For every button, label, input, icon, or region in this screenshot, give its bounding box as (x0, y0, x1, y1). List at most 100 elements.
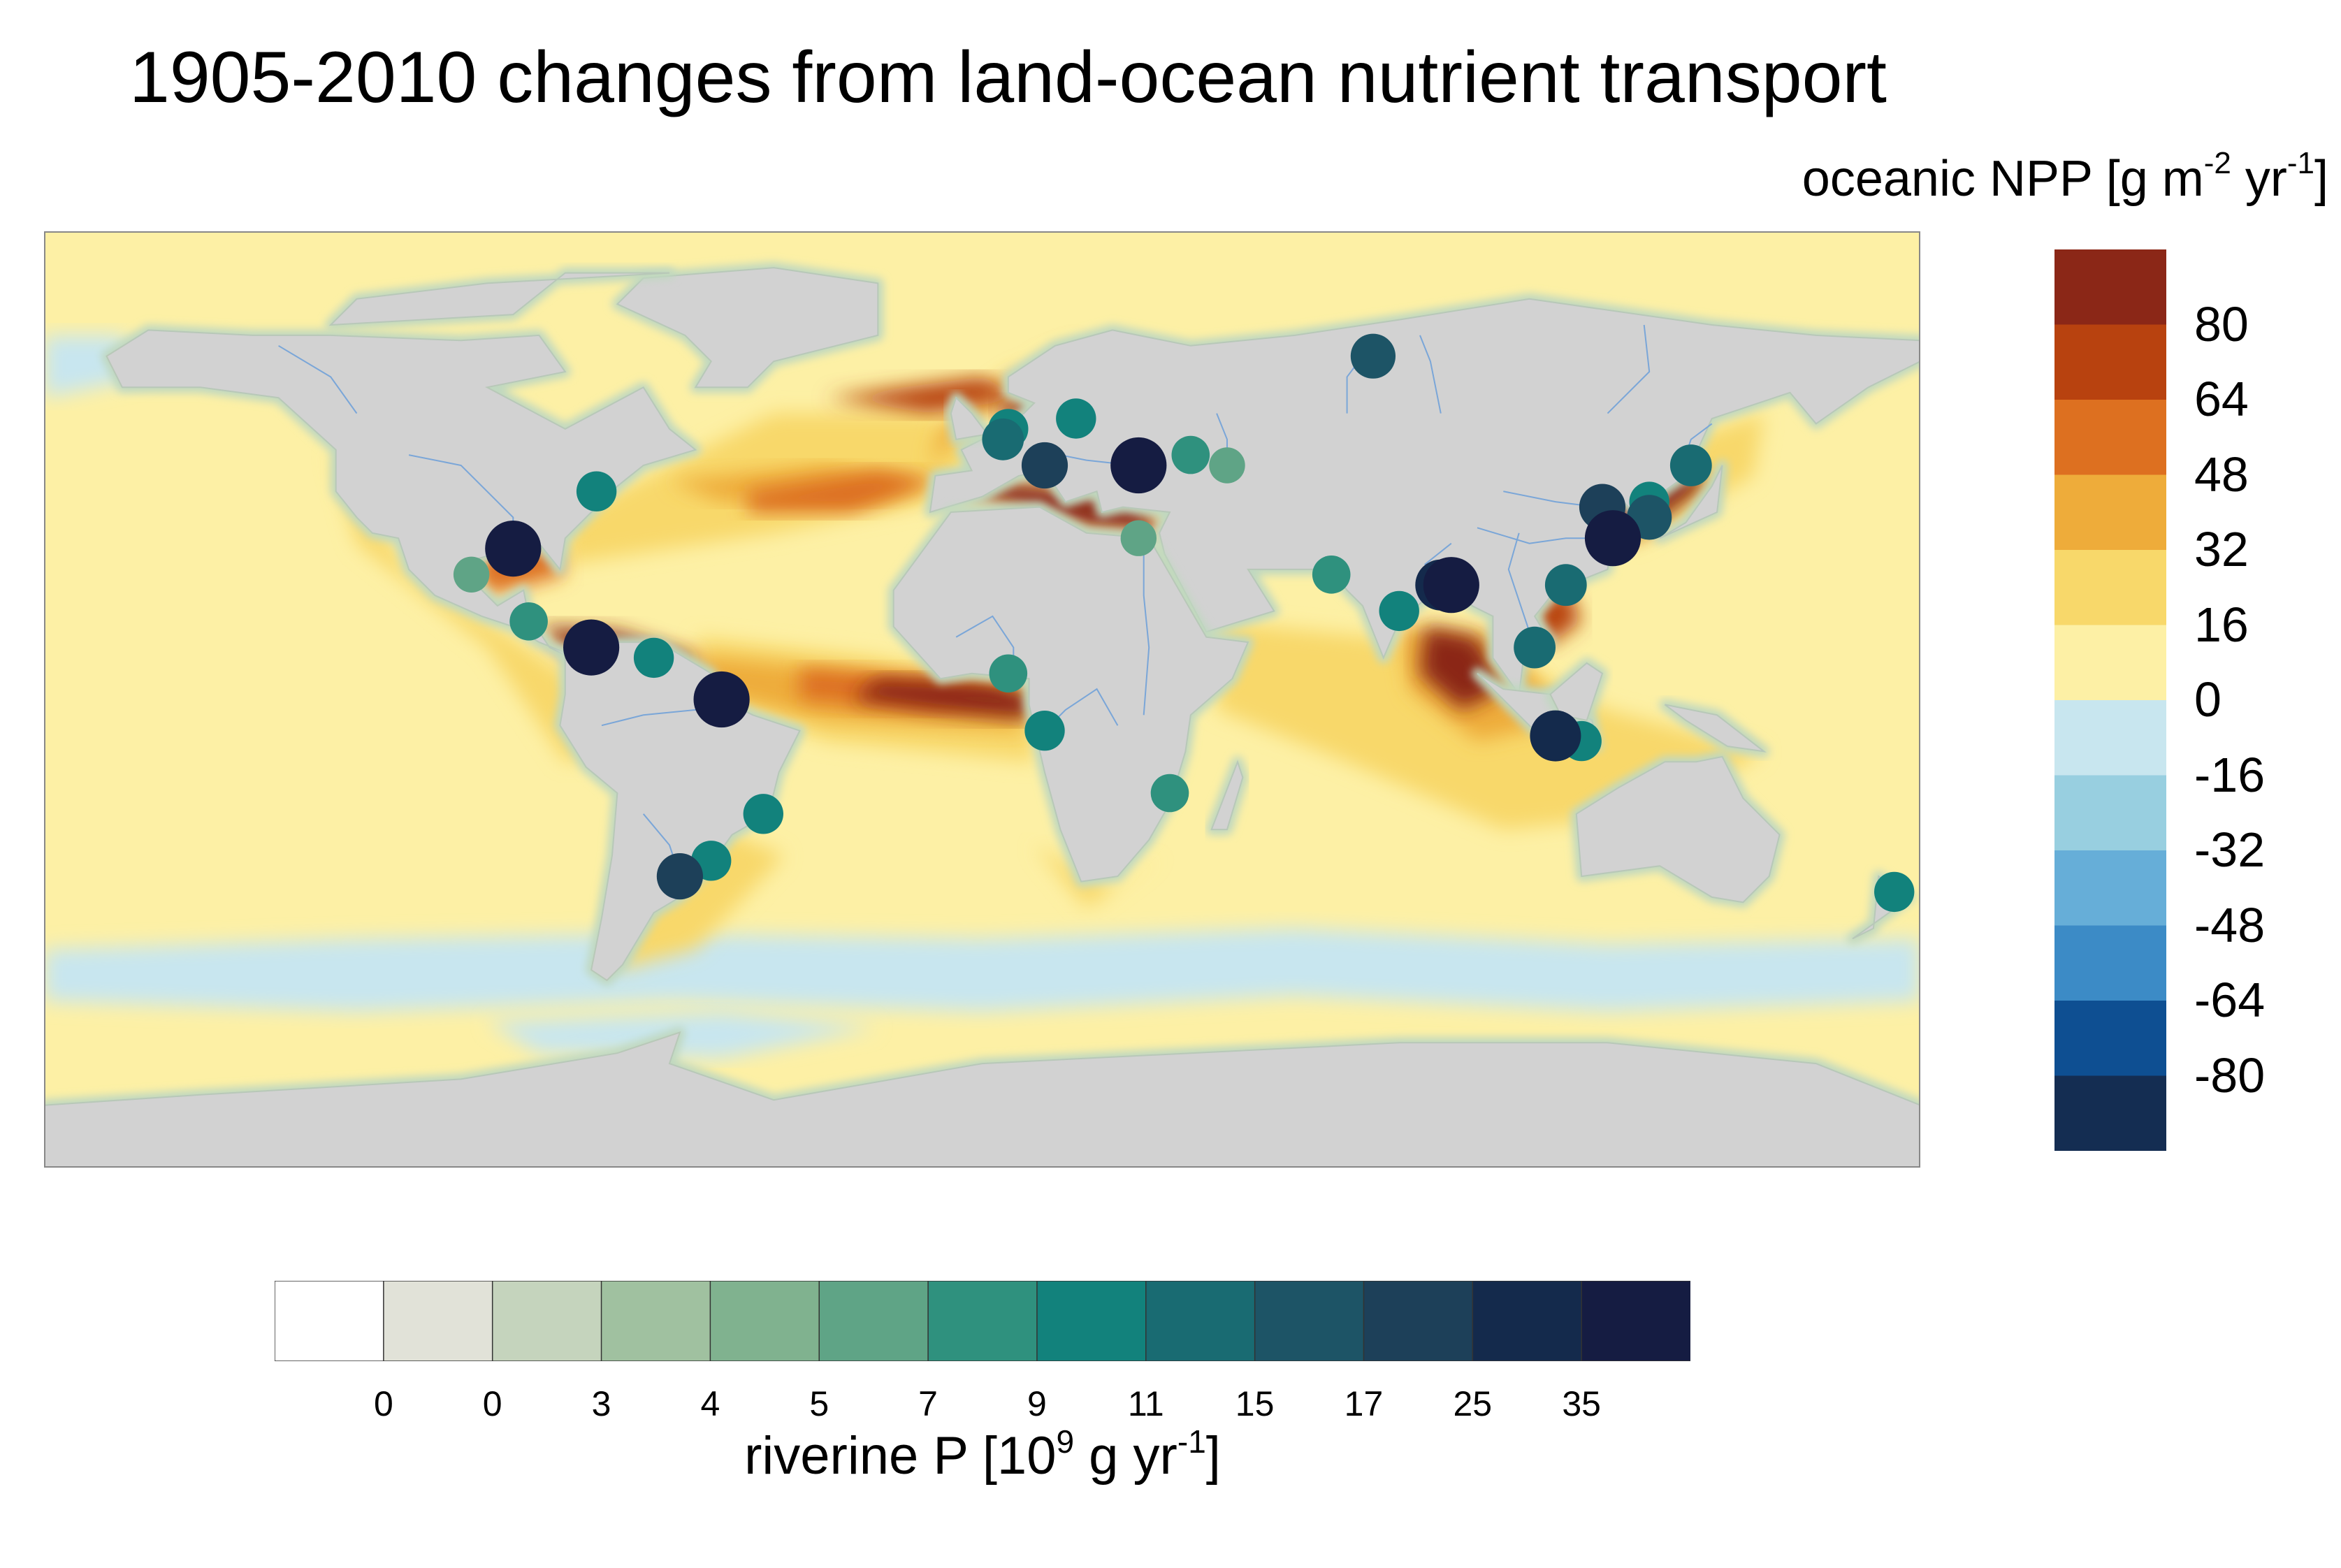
riverine-p-colorbar-tick: 7 (918, 1384, 938, 1423)
npp-zone-19 (956, 481, 1165, 533)
figure-title: 1905-2010 changes from land-ocean nutrie… (129, 37, 1887, 118)
npp-zone-18 (852, 678, 1035, 720)
river-mouth-marker (1544, 564, 1587, 607)
npp-colorbar-tick: -16 (2194, 747, 2266, 802)
river-mouth-marker (1669, 444, 1712, 486)
npp-colorbar-segment (2054, 324, 2166, 400)
river-mouth-marker (1584, 510, 1641, 567)
riverine-p-colorbar-segment (383, 1281, 494, 1361)
river-mouth-marker (1379, 590, 1419, 632)
river-4 (1143, 543, 1150, 716)
riverine-p-colorbar-segment (1581, 1281, 1690, 1361)
npp-colorbar-segment (2054, 700, 2166, 776)
npp-colorbar (2054, 249, 2166, 1151)
riverine-p-colorbar-tick: 15 (1235, 1384, 1275, 1423)
npp-colorbar-segment (2054, 474, 2166, 551)
npp-colorbar-tick: -48 (2194, 897, 2266, 952)
river-mouth-marker (1514, 626, 1556, 669)
river-mouth-marker (693, 671, 750, 728)
riverine-p-colorbar-segment (1472, 1281, 1583, 1361)
riverine-p-colorbar-tick: 17 (1344, 1384, 1384, 1423)
eurasia-land (929, 298, 1920, 697)
riverine-p-colorbar-tick: 4 (700, 1384, 720, 1423)
riverine-p-colorbar-segment (818, 1281, 929, 1361)
new-guinea-land (1664, 704, 1767, 753)
river-mouth-marker (1120, 520, 1157, 556)
npp-colorbar-segment (2054, 775, 2166, 851)
japan-land (1659, 465, 1723, 539)
river-mouth-marker (1874, 871, 1915, 913)
australia-land (1575, 755, 1781, 903)
riverine-p-colorbar-tick: 9 (1027, 1384, 1047, 1423)
river-mouth-marker (509, 602, 548, 641)
river-mouth-marker (1530, 710, 1581, 762)
riverine-p-colorbar-segment (1254, 1281, 1365, 1361)
riverine-p-colorbar-segment (1036, 1281, 1147, 1361)
npp-zone-8 (331, 449, 618, 762)
riverine-p-colorbar-segment (927, 1281, 1038, 1361)
river-mouth-marker (989, 654, 1028, 693)
npp-colorbar-tick: 0 (2194, 672, 2222, 727)
river-17 (278, 344, 358, 414)
map-frame (44, 231, 1920, 1168)
river-mouth-marker (633, 637, 674, 678)
npp-colorbar-segment (2054, 850, 2166, 927)
npp-zone-25 (825, 377, 1024, 414)
npp-colorbar-tick: -80 (2194, 1047, 2266, 1103)
riverine-p-colorbar-segment (1145, 1281, 1256, 1361)
river-mouth-marker (1150, 774, 1189, 813)
river-mouth-marker (563, 619, 620, 676)
npp-colorbar-segment (2054, 625, 2166, 701)
npp-zone-21 (1420, 626, 1504, 710)
riverine-p-colorbar-segment (275, 1281, 385, 1361)
npp-colorbar-title: oceanic NPP [g m-2 yr-1] (1802, 146, 2328, 207)
river-mouth-marker (1350, 333, 1396, 379)
greenland-land (616, 267, 879, 389)
river-mouth-marker (1209, 447, 1245, 484)
riverine-p-colorbar-segment (491, 1281, 602, 1361)
river-mouth-marker (453, 556, 490, 593)
riverine-p-colorbar-tick: 25 (1453, 1384, 1493, 1423)
riverine-p-colorbar-tick: 3 (591, 1384, 611, 1423)
riverine-p-colorbar-title: riverine P [109 g yr-1] (744, 1423, 1221, 1486)
npp-colorbar-segment (2054, 925, 2166, 1001)
riverine-p-colorbar-segment (600, 1281, 711, 1361)
riverine-p-colorbar-tick: 0 (482, 1384, 502, 1423)
npp-zone-1 (44, 928, 1920, 1012)
river-mouth-marker (656, 853, 704, 900)
riverine-p-colorbar-segment (1363, 1281, 1474, 1361)
npp-colorbar-tick: 48 (2194, 447, 2249, 502)
river-mouth-marker (485, 521, 542, 577)
river-mouth-marker (1056, 398, 1096, 439)
npp-colorbar-segment (2054, 550, 2166, 626)
river-16 (1507, 532, 1536, 648)
npp-zone-15 (747, 470, 941, 512)
river-12 (1607, 324, 1651, 414)
riverine-p-colorbar-tick: 0 (373, 1384, 393, 1423)
npp-zone-10 (1034, 845, 1165, 908)
npp-colorbar-tick: 16 (2194, 597, 2249, 652)
river-mouth-marker (1024, 711, 1065, 751)
npp-colorbar-tick: -32 (2194, 822, 2266, 877)
npp-colorbar-tick: -64 (2194, 973, 2266, 1027)
riverine-p-colorbar-tick: 11 (1127, 1384, 1164, 1423)
npp-colorbar-segment (2054, 1001, 2166, 1077)
riverine-p-colorbar-tick: 5 (809, 1384, 829, 1423)
arctic-islands-land (328, 272, 670, 326)
npp-colorbar-segment (2054, 400, 2166, 476)
riverine-p-colorbar-tick: 35 (1562, 1384, 1601, 1423)
riverine-markers-layer (453, 333, 1915, 913)
river-mouth-marker (1171, 435, 1210, 474)
npp-colorbar-tick: 64 (2194, 372, 2249, 426)
riverine-p-colorbar (275, 1281, 1690, 1361)
antarctica-land (44, 1031, 1920, 1168)
river-mouth-marker (982, 418, 1024, 460)
river-mouth-marker (1423, 557, 1479, 614)
npp-colorbar-segment (2054, 249, 2166, 326)
uk-land (950, 396, 989, 440)
river-mouth-marker (1110, 437, 1167, 494)
npp-colorbar-tick: 80 (2194, 296, 2249, 351)
river-11 (1419, 335, 1442, 414)
river-mouth-marker (1312, 556, 1351, 594)
river-mouth-marker (1021, 442, 1068, 489)
